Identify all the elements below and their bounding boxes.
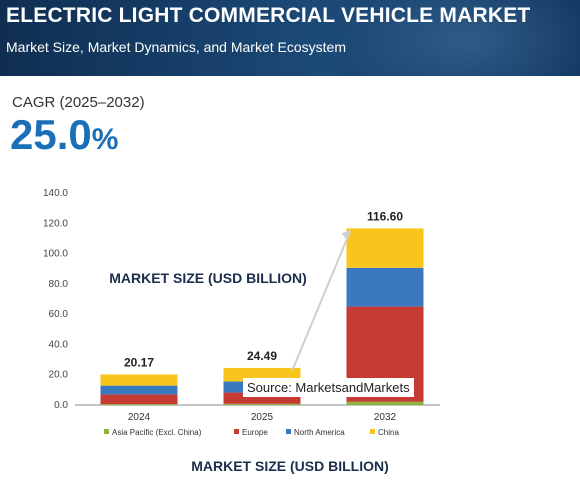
bar-segment [223, 392, 301, 404]
x-axis-labels: 2024 2025 2032 [128, 412, 397, 423]
bar-segment [346, 228, 424, 268]
x-tick-label: 2025 [251, 412, 274, 423]
growth-arrow-line [291, 230, 352, 371]
legend-swatch [234, 429, 239, 434]
x-tick-label: 2032 [374, 412, 397, 423]
legend: Asia Pacific (Excl. China) Europe North Am… [104, 428, 399, 437]
bar-segment [100, 404, 178, 405]
legend-label: Europe [242, 428, 268, 437]
y-tick-label: 80.0 [49, 279, 69, 290]
cagr-unit: % [91, 123, 119, 156]
bar-segment [346, 267, 424, 307]
y-tick-label: 0.0 [54, 400, 68, 411]
legend-label: Asia Pacific (Excl. China) [112, 428, 202, 437]
page-subtitle: Market Size, Market Dynamics, and Market… [6, 39, 346, 55]
y-tick-label: 100.0 [43, 249, 68, 260]
y-tick-label: 140.0 [43, 188, 68, 199]
bar-total-label: 20.17 [124, 355, 154, 369]
y-axis-ticks: 0.0 20.0 40.0 60.0 80.0 100.0 120.0 140.0 [43, 188, 68, 411]
growth-arrow [291, 230, 352, 371]
legend-swatch [286, 429, 291, 434]
y-tick-label: 20.0 [49, 370, 69, 381]
y-tick-label: 40.0 [49, 339, 69, 350]
market-size-chart: 0.0 20.0 40.0 60.0 80.0 100.0 120.0 140.0 20.17… [43, 188, 440, 437]
legend-label: North America [294, 428, 345, 437]
chart-title: MARKET SIZE (USD BILLION) [109, 270, 307, 286]
legend-swatch [104, 429, 109, 434]
bottom-caption: MARKET SIZE (USD BILLION) [191, 458, 389, 474]
growth-arrow-head [341, 230, 351, 240]
bar-total-label: 116.60 [367, 209, 403, 223]
bars-group: 20.17 24.49 116.60 [100, 209, 424, 405]
cagr-value: 25.0% [10, 114, 118, 156]
bar-segment [100, 374, 178, 386]
bar-segment [100, 394, 178, 405]
y-tick-label: 60.0 [49, 309, 69, 320]
bar-segment [100, 385, 178, 395]
source-note: Source: MarketsandMarkets [243, 378, 414, 397]
bar-segment [223, 403, 301, 405]
header-banner: ELECTRIC LIGHT COMMERCIAL VEHICLE MARKET… [0, 0, 580, 76]
page-title: ELECTRIC LIGHT COMMERCIAL VEHICLE MARKET [6, 4, 531, 27]
bar-total-label: 24.49 [247, 349, 277, 363]
y-tick-label: 120.0 [43, 218, 68, 229]
legend-label: China [378, 428, 399, 437]
cagr-label: CAGR (2025–2032) [12, 94, 145, 111]
legend-swatch [370, 429, 375, 434]
x-tick-label: 2024 [128, 412, 151, 423]
bar-segment [346, 401, 424, 405]
cagr-number: 25.0 [10, 111, 92, 158]
